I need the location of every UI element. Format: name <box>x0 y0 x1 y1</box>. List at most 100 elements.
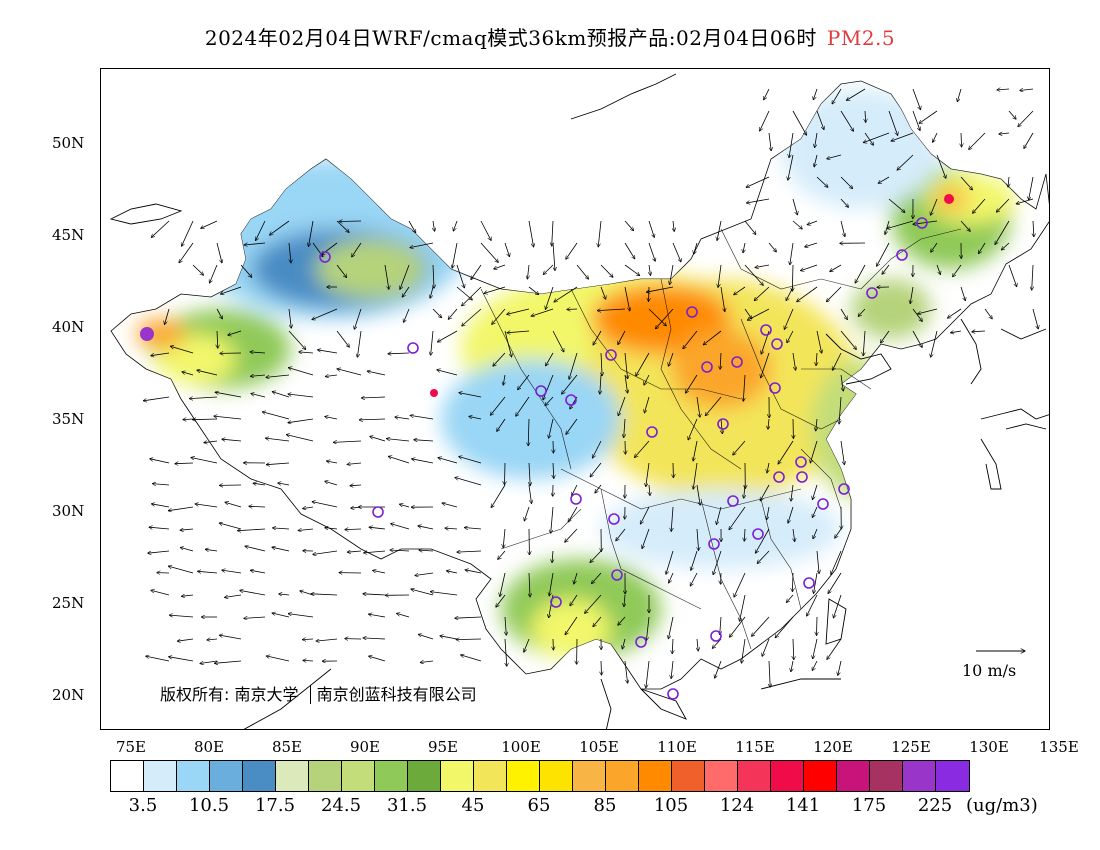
wind-arrow <box>891 132 914 141</box>
wind-arrow <box>168 566 194 574</box>
coastlines <box>109 73 1049 729</box>
wind-arrow <box>215 660 242 663</box>
wind-arrow <box>740 594 746 621</box>
wind-arrow <box>286 435 314 442</box>
wind-arrow <box>715 660 722 678</box>
wind-arrow <box>369 614 386 618</box>
wind-arrow <box>303 507 314 509</box>
legend-swatch <box>672 761 705 791</box>
lon-label: 135E <box>1039 738 1079 756</box>
wind-arrow <box>465 570 482 574</box>
lon-label: 130E <box>969 738 1009 756</box>
wind-arrow <box>529 462 530 486</box>
wind-arrow <box>792 110 807 135</box>
wind-arrow <box>816 176 828 187</box>
legend-swatch <box>408 761 441 791</box>
wind-arrow <box>668 352 674 366</box>
wind-arrow <box>272 613 290 618</box>
wind-arrow <box>279 594 290 595</box>
wind-arrow <box>1032 264 1033 290</box>
wind-arrow <box>832 352 842 370</box>
wind-arrow <box>972 331 986 332</box>
wind-arrow <box>180 529 194 530</box>
lat-label: 35N <box>52 410 85 428</box>
wind-arrow <box>552 242 555 271</box>
wind-arrow <box>807 594 818 616</box>
map-panel <box>100 68 1050 730</box>
wind-arrow <box>339 221 362 222</box>
wind-arrow <box>897 154 914 170</box>
wind-arrow <box>437 330 458 342</box>
wind-arrow <box>456 264 464 288</box>
wind-arrow <box>718 264 722 287</box>
wind-arrow <box>504 242 510 257</box>
wind-arrow <box>456 639 482 640</box>
wind-arrow <box>810 440 818 463</box>
wind-arrow <box>840 110 854 131</box>
copyright-org1: 南京大学 <box>234 685 299 704</box>
wind-arrow <box>387 439 410 442</box>
wind-arrow <box>554 286 578 302</box>
wind-arrow <box>565 528 578 542</box>
wind-arrow <box>936 264 940 275</box>
wind-arrow <box>601 352 602 376</box>
wind-arrow <box>414 440 434 441</box>
wind-arrow <box>528 484 532 504</box>
wind-arrow <box>567 309 578 310</box>
wind-arrow <box>648 308 666 326</box>
wind-arrow <box>642 528 650 549</box>
wind-arrow <box>1033 220 1034 237</box>
wind-arrow <box>590 462 602 477</box>
wind-arrow <box>696 396 700 417</box>
legend-label: 85 <box>593 795 617 816</box>
city-marker <box>760 324 772 336</box>
wind-arrow <box>498 550 506 559</box>
wind-arrow <box>576 264 589 279</box>
wind-arrow <box>831 550 842 575</box>
legend-swatch <box>210 761 243 791</box>
wind-arrow <box>480 220 491 240</box>
wind-arrow <box>363 638 386 639</box>
wind-arrow <box>840 374 843 391</box>
wind-arrow <box>288 394 314 398</box>
wind-arrow <box>881 330 890 343</box>
wind-arrow <box>672 242 681 262</box>
wind-arrow <box>266 656 290 662</box>
wind-arrow <box>646 286 674 292</box>
wind-arrow <box>838 660 842 675</box>
legend-label: 3.5 <box>128 795 158 816</box>
wind-arrow <box>784 308 794 329</box>
wind-arrow <box>814 572 818 593</box>
wind-arrow <box>484 286 506 293</box>
wind-arrow <box>170 346 194 354</box>
wind-arrow <box>250 570 266 574</box>
wind-arrow <box>720 286 725 312</box>
wind-arrow <box>191 458 218 464</box>
wind-arrow <box>1008 110 1016 119</box>
wind-arrow <box>835 528 842 538</box>
wind-arrow <box>214 416 242 420</box>
lon-label: 85E <box>271 738 303 756</box>
wind-arrow <box>455 617 482 618</box>
city-marker <box>710 630 722 642</box>
wind-arrow <box>597 309 626 311</box>
wind-arrow <box>877 242 890 266</box>
wind-arrow <box>592 572 602 584</box>
wind-arrow <box>840 440 844 465</box>
wind-arrow <box>433 220 435 231</box>
lat-label: 45N <box>52 226 85 244</box>
legend-label: 175 <box>851 795 887 816</box>
wind-arrow <box>204 441 218 443</box>
wind-arrow <box>786 594 794 603</box>
wind-arrow <box>505 638 507 666</box>
wind-arrow <box>912 88 921 110</box>
wind-arrow <box>552 220 553 246</box>
legend-label: 45 <box>461 795 485 816</box>
wind-arrow <box>813 528 818 539</box>
wind-arrow <box>846 88 866 100</box>
wind-arrow <box>769 660 770 687</box>
wind-arrow <box>694 242 698 254</box>
wind-arrow <box>996 198 1010 212</box>
wind-arrow <box>420 661 434 663</box>
wind-arrow <box>600 264 613 277</box>
